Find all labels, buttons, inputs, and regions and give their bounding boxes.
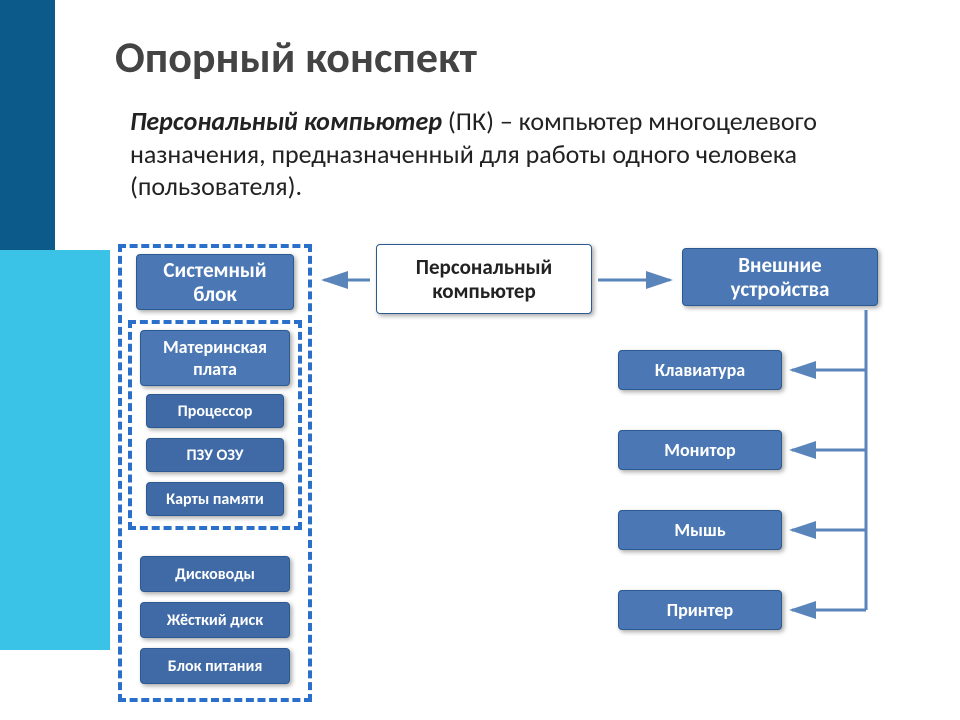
node-external-devices: Внешние устройства [682,248,878,306]
node-mobo-item-1: ПЗУ ОЗУ [146,438,284,472]
node-sys-item-2: Блок питания [140,648,290,684]
node-mobo-item-2: Карты памяти [146,482,284,516]
sidebar-light-stripe [0,250,110,650]
node-system-block: Системный блок [136,254,294,310]
node-ext-item-0: Клавиатура [618,350,782,390]
page-title: Опорный конспект [115,30,477,84]
subtitle-paragraph: Персональный компьютер (ПК) – компьютер … [130,105,920,203]
node-sys-item-0: Дисководы [140,556,290,592]
node-ext-item-1: Монитор [618,430,782,470]
node-personal-computer: Персональный компьютер [376,244,592,314]
node-ext-item-2: Мышь [618,510,782,550]
subtitle-term: Персональный компьютер [130,105,442,137]
node-motherboard: Материнская плата [140,330,290,386]
node-sys-item-1: Жёсткий диск [140,602,290,638]
node-ext-item-3: Принтер [618,590,782,630]
node-mobo-item-0: Процессор [146,394,284,428]
